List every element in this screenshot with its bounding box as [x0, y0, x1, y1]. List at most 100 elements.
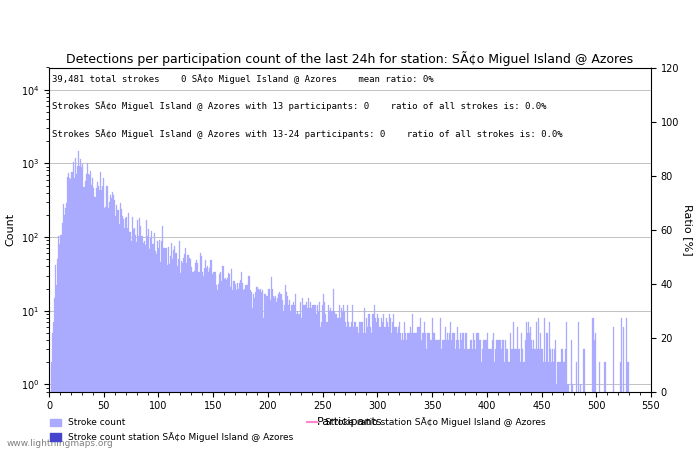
Bar: [374, 318, 376, 450]
Bar: [468, 349, 469, 450]
Text: Strokes SÃ¢o Miguel Island @ Azores with 13-24 participants: 0    ratio of all s: Strokes SÃ¢o Miguel Island @ Azores with…: [52, 129, 563, 139]
Bar: [226, 280, 227, 450]
Bar: [429, 333, 430, 450]
Bar: [545, 362, 547, 450]
Bar: [346, 327, 347, 450]
Bar: [128, 213, 130, 450]
Bar: [458, 340, 459, 450]
Bar: [272, 288, 273, 450]
Bar: [344, 310, 345, 450]
Bar: [161, 241, 162, 450]
Bar: [290, 310, 291, 450]
Bar: [436, 340, 437, 450]
Bar: [237, 283, 238, 450]
Bar: [359, 322, 360, 450]
Bar: [174, 246, 176, 450]
Bar: [263, 318, 264, 450]
Bar: [368, 314, 369, 450]
Bar: [363, 333, 364, 450]
Bar: [271, 277, 272, 450]
Bar: [288, 305, 289, 450]
Bar: [605, 362, 606, 450]
Bar: [613, 327, 615, 450]
Bar: [273, 296, 274, 450]
Bar: [514, 349, 516, 450]
Bar: [136, 242, 137, 450]
Bar: [410, 327, 411, 450]
Bar: [449, 333, 450, 450]
Bar: [522, 349, 524, 450]
Bar: [405, 333, 407, 450]
Bar: [389, 314, 390, 450]
Bar: [423, 333, 424, 450]
Bar: [87, 163, 88, 450]
Bar: [533, 340, 534, 450]
Bar: [130, 241, 132, 450]
Bar: [450, 322, 452, 450]
Bar: [336, 314, 337, 450]
Bar: [481, 362, 482, 450]
Bar: [81, 166, 83, 450]
Bar: [547, 362, 549, 450]
Bar: [427, 333, 428, 450]
Bar: [483, 340, 484, 450]
Bar: [407, 333, 409, 450]
Bar: [97, 182, 98, 450]
Bar: [554, 349, 555, 450]
Bar: [599, 362, 600, 450]
Bar: [137, 220, 138, 450]
Bar: [155, 254, 157, 450]
Bar: [176, 266, 178, 450]
Bar: [99, 190, 100, 450]
Bar: [236, 290, 237, 450]
Bar: [620, 362, 621, 450]
Bar: [475, 349, 477, 450]
Bar: [274, 298, 275, 450]
Bar: [192, 271, 193, 450]
Bar: [440, 318, 442, 450]
Bar: [283, 310, 284, 450]
Bar: [472, 349, 473, 450]
Bar: [209, 268, 211, 450]
Bar: [411, 333, 412, 450]
Bar: [194, 270, 195, 450]
Bar: [553, 362, 554, 450]
Bar: [108, 202, 110, 450]
Bar: [570, 340, 572, 450]
Bar: [223, 279, 225, 450]
Bar: [65, 208, 66, 450]
Bar: [180, 274, 181, 450]
Bar: [269, 288, 270, 450]
Bar: [474, 340, 475, 450]
Bar: [367, 327, 368, 450]
Bar: [123, 219, 124, 450]
Bar: [518, 349, 519, 450]
Bar: [147, 236, 148, 450]
Bar: [77, 166, 78, 450]
Bar: [215, 271, 216, 450]
Bar: [250, 290, 251, 450]
Bar: [318, 302, 320, 450]
Bar: [160, 262, 161, 450]
Bar: [502, 340, 503, 450]
Bar: [145, 245, 146, 450]
Bar: [369, 314, 370, 450]
Bar: [552, 349, 553, 450]
Bar: [578, 322, 580, 450]
Bar: [204, 268, 205, 450]
Bar: [125, 218, 126, 450]
Bar: [413, 333, 414, 450]
Bar: [334, 310, 335, 450]
Bar: [258, 290, 260, 450]
Bar: [301, 318, 302, 450]
Bar: [398, 327, 399, 450]
Bar: [361, 322, 363, 450]
Bar: [489, 349, 491, 450]
Bar: [366, 318, 367, 450]
Bar: [331, 310, 332, 450]
Bar: [199, 253, 201, 450]
Bar: [265, 294, 266, 450]
Bar: [594, 333, 596, 450]
Bar: [164, 248, 166, 450]
Bar: [251, 292, 252, 450]
